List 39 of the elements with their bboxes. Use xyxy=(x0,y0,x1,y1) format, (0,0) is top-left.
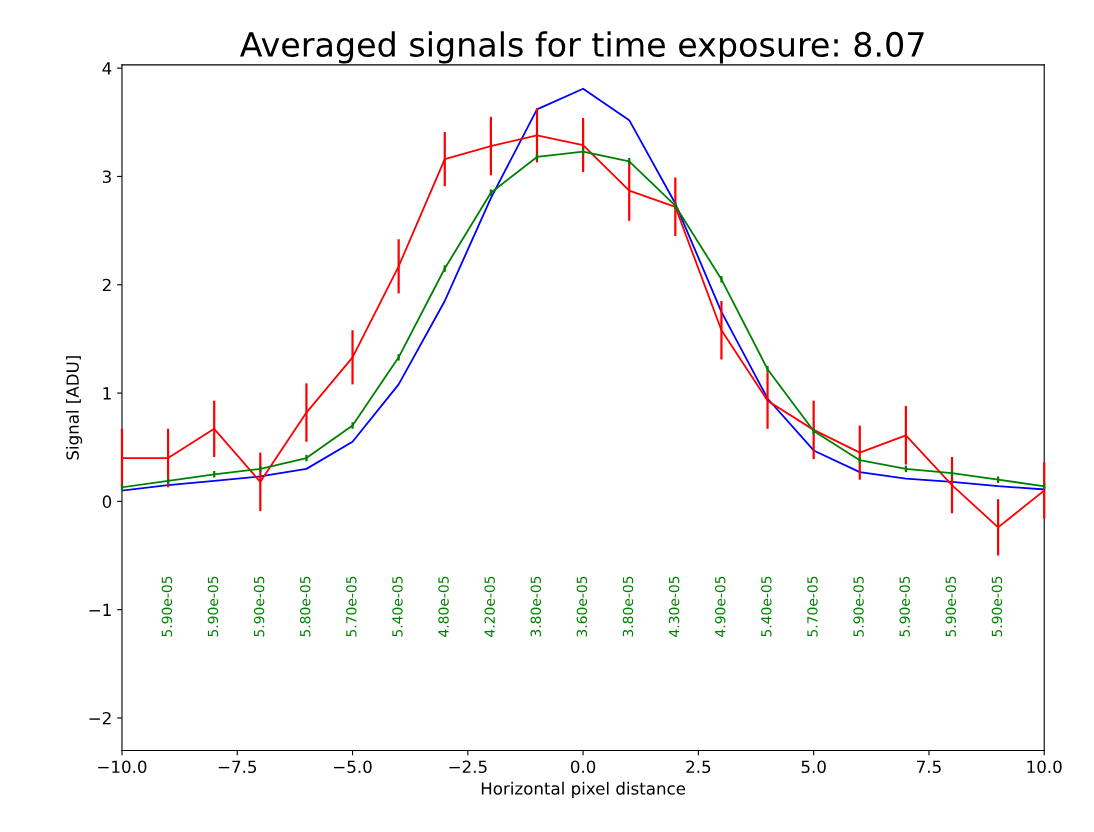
annotation: 5.40e-05 xyxy=(761,576,772,637)
annotation: 4.20e-05 xyxy=(484,576,495,637)
y-tick-label: 2 xyxy=(102,278,111,292)
annotation: 5.70e-05 xyxy=(346,576,357,637)
annotation: 5.90e-05 xyxy=(253,576,265,637)
annotation: 5.90e-05 xyxy=(899,576,910,637)
y-tick-label: 0 xyxy=(102,495,112,508)
x-tick-label: 5.0 xyxy=(801,760,826,774)
annotation: 5.40e-05 xyxy=(392,576,403,637)
annotation: 5.90e-05 xyxy=(161,576,173,637)
x-tick-label: −7.5 xyxy=(218,760,257,774)
annotation: 3.80e-05 xyxy=(622,576,634,637)
line-series xyxy=(121,87,1045,492)
x-tick-label: 0.0 xyxy=(570,760,596,774)
y-axis-title: Signal [ADU] xyxy=(66,356,83,460)
y-tick-label: 3 xyxy=(102,170,111,184)
annotation: 4.90e-05 xyxy=(714,576,726,637)
x-tick-label: 2.5 xyxy=(686,760,711,774)
annotation: 5.90e-05 xyxy=(945,576,957,637)
annotation: 5.70e-05 xyxy=(807,576,818,637)
annotation: 5.90e-05 xyxy=(853,576,864,637)
annotation: 5.90e-05 xyxy=(207,576,219,637)
annotation: 3.80e-05 xyxy=(530,576,542,637)
y-tick-label: 4 xyxy=(102,62,112,75)
x-tick-label: −10.0 xyxy=(98,760,147,774)
annotation: 4.80e-05 xyxy=(438,576,449,637)
annotation: 5.80e-05 xyxy=(299,576,311,637)
chart-title: Averaged signals for time exposure: 8.07 xyxy=(240,31,924,64)
y-tick-label: 1 xyxy=(103,387,111,400)
y-tick-label: −2 xyxy=(89,711,111,725)
x-tick-label: −5.0 xyxy=(334,760,372,774)
x-tick-label: 10.0 xyxy=(1027,760,1062,774)
x-tick-label: −2.5 xyxy=(449,760,487,774)
annotation: 3.60e-05 xyxy=(576,576,588,637)
annotation: 4.30e-05 xyxy=(668,576,680,637)
x-axis-title: Horizontal pixel distance xyxy=(481,781,686,798)
annotation: 5.90e-05 xyxy=(991,576,1003,637)
y-tick-label: −1 xyxy=(89,603,111,616)
x-tick-label: 7.5 xyxy=(917,760,941,774)
